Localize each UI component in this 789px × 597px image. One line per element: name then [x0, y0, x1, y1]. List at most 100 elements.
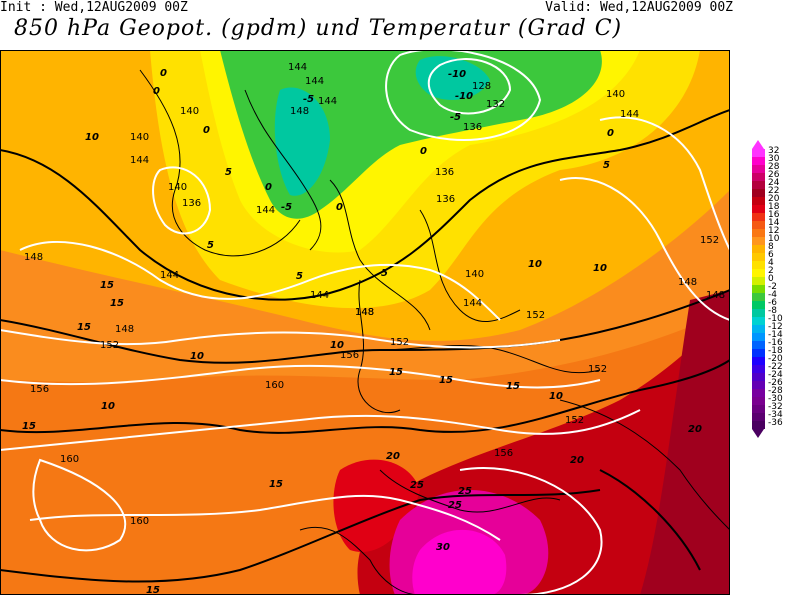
legend-label: -20 — [768, 354, 783, 364]
legend-swatch — [752, 365, 765, 373]
geopot-label: 136 — [436, 194, 455, 205]
weather-map: 144 144 144 148 140 140 144 140 136 144 … — [0, 50, 730, 595]
geopot-label: 140 — [180, 106, 199, 117]
temp-label: 0 — [265, 182, 272, 193]
legend-label: -2 — [768, 282, 777, 292]
legend-label: -14 — [768, 330, 783, 340]
temp-label: 15 — [389, 367, 403, 378]
temp-label: 20 — [386, 451, 400, 462]
legend-swatch — [752, 317, 765, 325]
temp-label: 15 — [22, 421, 36, 432]
geopot-label: 152 — [700, 235, 719, 246]
temp-label: 30 — [436, 542, 450, 553]
legend-label: -36 — [768, 418, 783, 428]
temp-label: 0 — [160, 68, 167, 79]
temp-label: 0 — [336, 202, 343, 213]
init-time: Init : Wed,12AUG2009 00Z — [0, 0, 188, 15]
temp-label: 25 — [410, 480, 424, 491]
geopot-label: 156 — [494, 448, 513, 459]
legend-cap-top — [752, 140, 764, 149]
geopot-label: 152 — [588, 364, 607, 375]
geopot-label: 152 — [565, 415, 584, 426]
chart-title: 850 hPa Geopot. (gpdm) und Temperatur (G… — [14, 16, 623, 41]
temp-label: 5 — [296, 271, 303, 282]
temp-label: 10 — [85, 132, 99, 143]
legend-label: -12 — [768, 322, 783, 332]
geopot-label: 136 — [435, 167, 454, 178]
legend-swatch — [752, 173, 765, 181]
legend-label: -18 — [768, 346, 783, 356]
legend-swatch — [752, 325, 765, 333]
temp-label: 5 — [381, 268, 388, 279]
geopot-label: 148 — [355, 307, 374, 318]
legend-label: 12 — [768, 226, 780, 236]
temp-label: 10 — [528, 259, 542, 270]
temp-label: -5 — [450, 112, 461, 123]
legend-label: 16 — [768, 210, 780, 220]
temp-label: 15 — [146, 585, 160, 595]
legend-swatch — [752, 213, 765, 221]
temp-field-teal-north — [415, 56, 490, 100]
legend-label: 8 — [768, 242, 774, 252]
legend-cap-bottom — [752, 429, 764, 438]
legend-swatch — [752, 189, 765, 197]
valid-time: Valid: Wed,12AUG2009 00Z — [545, 0, 733, 15]
geopot-label: 160 — [130, 516, 149, 527]
legend-swatch — [752, 309, 765, 317]
temp-label: 15 — [100, 280, 114, 291]
legend-label: -10 — [768, 314, 783, 324]
temp-label: 25 — [458, 486, 472, 497]
geopot-label: 144 — [620, 109, 639, 120]
temp-field-teal — [274, 87, 330, 196]
geopot-label: 156 — [340, 350, 359, 361]
legend-swatch — [752, 149, 765, 157]
legend-label: -26 — [768, 378, 783, 388]
geopotential-contours — [0, 50, 730, 595]
temp-label: 10 — [190, 351, 204, 362]
geopot-label: 144 — [130, 155, 149, 166]
temperature-labels: 0 0 0 0 -5 -5 -10 -10 0 -5 0 5 10 5 5 10… — [22, 68, 702, 595]
legend-swatch — [752, 413, 765, 421]
temp-label: 5 — [603, 160, 610, 171]
geopot-label: 140 — [168, 182, 187, 193]
legend-label: 18 — [768, 202, 780, 212]
legend-swatch — [752, 349, 765, 357]
legend-swatch — [752, 421, 765, 429]
legend-swatch — [752, 157, 765, 165]
geopot-label: 148 — [706, 290, 725, 301]
legend-label: -24 — [768, 370, 783, 380]
legend-swatch — [752, 221, 765, 229]
legend-swatch — [752, 357, 765, 365]
legend-label: -34 — [768, 410, 783, 420]
geopot-label: 132 — [486, 99, 505, 110]
legend-swatch — [752, 301, 765, 309]
geopot-label: 144 — [256, 205, 275, 216]
legend-swatch — [752, 253, 765, 261]
temp-label: 10 — [330, 340, 344, 351]
legend-label: -22 — [768, 362, 783, 372]
temp-label: 15 — [439, 375, 453, 386]
temp-label: 25 — [448, 500, 462, 511]
legend-label: 26 — [768, 170, 780, 180]
temp-label: 0 — [420, 146, 427, 157]
legend-label: 22 — [768, 186, 780, 196]
temp-label: -5 — [281, 202, 292, 213]
temp-label: 0 — [203, 125, 210, 136]
geopot-label: 152 — [100, 340, 119, 351]
legend-label: 10 — [768, 234, 780, 244]
legend-swatch — [752, 237, 765, 245]
geopot-label: 128 — [472, 81, 491, 92]
legend-label: 14 — [768, 218, 780, 228]
legend-swatch — [752, 197, 765, 205]
geopotential-labels: 144 144 144 148 140 140 144 140 136 144 … — [24, 62, 725, 527]
legend-swatch — [752, 181, 765, 189]
temp-label: 15 — [110, 298, 124, 309]
temp-label: -10 — [448, 69, 466, 80]
temp-label: 10 — [549, 391, 563, 402]
legend-swatch — [752, 277, 765, 285]
legend-swatch — [752, 293, 765, 301]
temp-field-pink — [412, 529, 507, 595]
legend-label: 28 — [768, 162, 780, 172]
legend-swatch — [752, 389, 765, 397]
geopot-label: 144 — [318, 96, 337, 107]
